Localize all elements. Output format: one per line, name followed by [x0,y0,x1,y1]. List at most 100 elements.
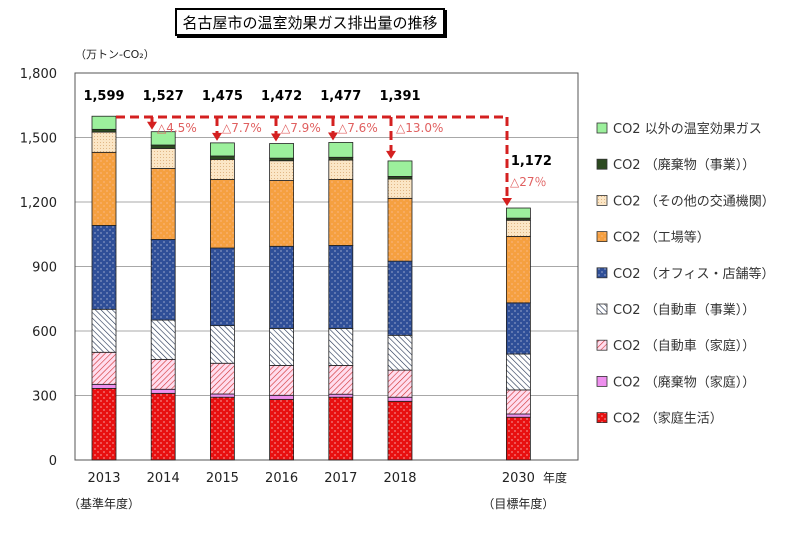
bar-segment [209,393,235,398]
legend-swatch [596,194,608,206]
legend-label: CO2 （自動車（家庭）） [613,338,755,354]
bar-segment [387,369,413,398]
bar-segment [387,160,413,177]
bar-segment [387,197,413,262]
x-tick-label: 2015 [206,471,239,486]
x-tick-label: 2030 [502,471,535,486]
bar-segment [505,389,531,415]
total-label: 1,599 [83,89,124,104]
bar-segment [269,143,295,159]
y-tick-label: 1,200 [20,196,57,211]
bar-segment [328,393,354,398]
arrow-down-icon [271,133,281,142]
total-label: 1,172 [511,154,552,169]
legend-swatch [596,412,608,424]
bar-segment [505,235,531,304]
bar-segment [150,319,176,360]
bar-segment [209,325,235,364]
legend-label: CO2 （工場等） [613,230,710,246]
x-tick-label: 2017 [324,471,357,486]
bar-segment [269,328,295,366]
total-label: 1,527 [143,89,184,104]
reduction-label: △7.7% [222,121,262,135]
bar-segment [150,392,176,461]
bar-segment [505,302,531,355]
bar-segment [269,245,295,329]
bar-segment [209,159,235,180]
bar-segment [209,247,235,327]
bar-segment [269,398,295,461]
bar-segment [505,207,531,219]
arrow-down-icon [147,121,157,130]
x-tick-label: 2014 [147,471,180,486]
x-tick-note: （目標年度） [482,496,554,511]
y-axis-unit: （万トン-CO₂） [75,48,155,61]
x-tick-label: 2016 [265,471,298,486]
legend-label: CO2 （自動車（事業）） [613,302,755,318]
bar-segment [328,364,354,395]
total-label: 1,477 [320,89,361,104]
bar-segment [269,180,295,247]
y-tick-label: 1,800 [20,67,57,82]
bar-segment [209,155,235,160]
reduction-label: △7.6% [338,121,378,135]
bar-segment [150,388,176,394]
x-tick-label: 2018 [383,471,416,486]
total-label: 1,472 [261,89,302,104]
bar-segment [150,168,176,240]
bar-segment [269,160,295,181]
bar-segment [387,400,413,461]
bar-segment [91,151,117,226]
plot-area-border [74,72,579,461]
bar-segment [505,413,531,418]
bar-segment [150,131,176,146]
y-tick-label: 600 [32,325,57,340]
bar-segment [328,159,354,180]
bar-segment [269,394,295,400]
bar-segment [209,396,235,461]
total-label: 1,475 [202,89,243,104]
bar-segment [328,156,354,161]
x-tick-note: （基準年度） [68,496,140,511]
legend-swatch [596,339,608,351]
bar-segment [387,178,413,199]
bar-segment [269,364,295,396]
legend-label: CO2 （廃棄物（事業）） [613,157,755,173]
legend-swatch [596,122,608,134]
y-tick-label: 900 [32,261,57,276]
legend-label: CO2 （その他の交通機関） [613,193,775,209]
arrow-down-icon [328,132,338,141]
bar-segment [328,245,354,329]
bar-segment [91,128,117,133]
chart-title: 名古屋市の温室効果ガス排出量の推移 [175,8,445,36]
bar-segment [387,396,413,402]
y-tick-label: 300 [32,390,57,405]
bar-segment [328,179,354,246]
legend-swatch [596,231,608,243]
y-tick-label: 0 [49,454,57,469]
bar-segment [387,260,413,336]
arrow-down-icon [502,198,512,207]
legend-label: CO2 （廃棄物（家庭）） [613,374,755,390]
y-tick-label: 1,500 [20,132,57,147]
reduction-label: △13.0% [396,121,443,135]
bar-segment [91,225,117,310]
bar-segment [150,144,176,149]
reduction-label: △27％ [510,175,547,189]
arrow-down-icon [212,132,222,141]
bar-segment [91,308,117,353]
legend-swatch [596,158,608,170]
bar-segment [505,219,531,237]
bar-segment [209,142,235,157]
bar-segment [150,239,176,321]
reduction-label: △4.5% [157,121,197,135]
bar-segment [91,388,117,461]
bar-segment [91,115,117,130]
x-axis-label: 年度 [543,470,567,485]
bar-segment [209,362,235,395]
arrow-down-icon [386,150,396,159]
legend-swatch [596,303,608,315]
bar-segment [328,328,354,366]
